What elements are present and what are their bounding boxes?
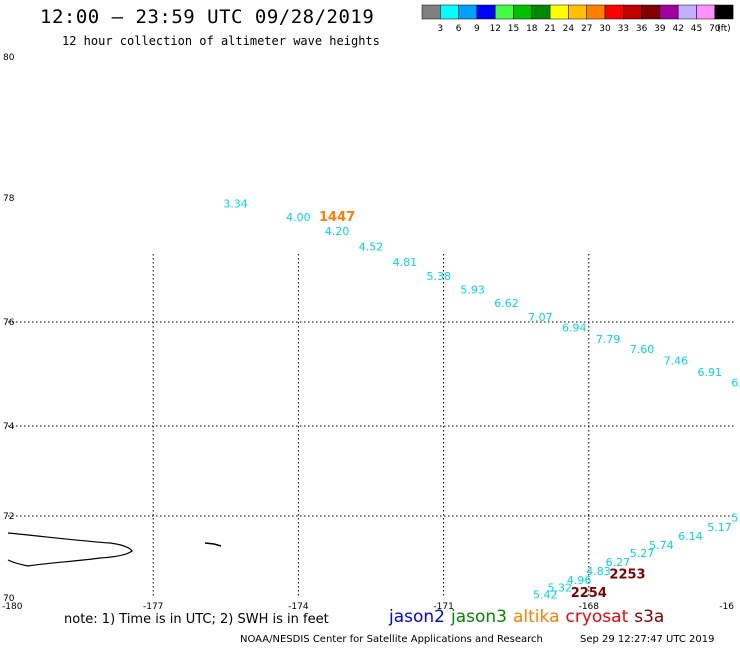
satellite-legend: jason2 jason3 altika cryosat s3a <box>389 607 670 627</box>
wave-height-label: 5.93 <box>460 283 485 296</box>
footer-note: note: 1) Time is in UTC; 2) SWH is in fe… <box>64 612 329 627</box>
wave-height-label: 4.81 <box>393 256 418 269</box>
colorbar-tick-label: 12 <box>489 24 500 34</box>
lon-tick-label: -171 <box>433 602 453 612</box>
colorbar-tick-label: 42 <box>672 24 683 34</box>
colorbar-tick-label: 45 <box>691 24 702 34</box>
colorbar-tick-label: 33 <box>618 24 629 34</box>
colorbar-tick-label: 27 <box>581 24 592 34</box>
colorbar-tick-label: 9 <box>474 24 480 34</box>
lon-tick-label: -16 <box>719 602 734 612</box>
satellite-legend-cryosat: cryosat <box>565 607 629 627</box>
colorbar-swatch <box>714 4 734 20</box>
wave-height-label: 4.00 <box>286 211 311 224</box>
coastline <box>7 532 222 567</box>
colorbar-tick-label: 24 <box>563 24 575 34</box>
wave-height-label: 6.62 <box>494 297 519 310</box>
wave-height-label: 5.44 <box>731 512 740 525</box>
coastline-landmass <box>7 532 133 567</box>
wave-height-label: 4.83 <box>586 565 611 578</box>
wave-height-label: 4.96 <box>567 574 592 587</box>
satellite-legend-s3a: s3a <box>634 607 665 627</box>
wave-height-label: 7.60 <box>630 343 655 356</box>
wave-height-label: 6.27 <box>606 556 631 569</box>
satellite-legend-jason3: jason3 <box>451 607 507 627</box>
lat-tick-label: 74 <box>3 422 15 432</box>
axis-ticks: -180 -177 -174 -171 -168 -16 80 78 76 74 72 70 <box>2 53 734 612</box>
wave-height-label: 4.20 <box>325 225 350 238</box>
colorbar-tick-label: 70 <box>709 24 721 34</box>
chart-subtitle: 12 hour collection of altimeter wave hei… <box>62 34 380 48</box>
wave-height-label: 6.94 <box>562 321 587 334</box>
colorbar-tick-label: 36 <box>636 24 648 34</box>
generation-timestamp: Sep 29 12:27:47 UTC 2019 <box>580 634 715 645</box>
lon-tick-label: -174 <box>288 602 309 612</box>
coastline-island <box>204 542 222 547</box>
wave-height-label: 6.60 <box>731 376 740 389</box>
lat-tick-label: 80 <box>3 53 15 63</box>
colorbar-tick-label: 15 <box>508 24 519 34</box>
wave-height-label: 5.38 <box>427 270 452 283</box>
colorbar-tick-label: 30 <box>599 24 611 34</box>
credit-text: NOAA/NESDIS Center for Satellite Applica… <box>240 634 543 645</box>
pass-time-label: 2254 <box>571 586 607 601</box>
lat-tick-label: 76 <box>3 318 15 328</box>
wave-height-label: 3.34 <box>223 197 248 210</box>
satellite-legend-jason2: jason2 <box>389 607 445 627</box>
wave-height-label: 6.14 <box>678 530 703 543</box>
lat-tick-label: 70 <box>3 594 15 604</box>
pass-time-label: 2253 <box>609 567 645 582</box>
lon-tick-label: -177 <box>143 602 163 612</box>
lon-tick-label: -180 <box>2 602 23 612</box>
wave-height-label: 5.42 <box>533 588 558 601</box>
wave-height-label: 5.27 <box>630 547 655 560</box>
color-legend: 3 6 9 12 15 18 21 24 27 30 33 36 39 42 45 70(ft) <box>421 4 734 34</box>
chart-title: 12:00 – 23:59 UTC 09/28/2019 <box>40 6 375 28</box>
colorbar-tick-label: 18 <box>526 24 538 34</box>
wave-height-label: 4.52 <box>359 241 384 254</box>
wave-height-label: 6.91 <box>698 366 723 379</box>
colorbar-tick-label: 6 <box>456 24 462 34</box>
colorbar-tick-label: 21 <box>544 24 555 34</box>
satellite-legend-altika: altika <box>513 607 560 627</box>
map-grid <box>8 254 734 598</box>
wave-observations: 3.34 4.00 4.20 4.52 4.81 5.38 5.93 6.62 7.07 6.94… <box>223 197 740 601</box>
lon-tick-label: -168 <box>579 602 600 612</box>
colorbar-tick-label: 3 <box>437 24 443 34</box>
lat-tick-label: 78 <box>3 194 15 204</box>
wave-height-label: 5.74 <box>649 539 674 552</box>
wave-height-label: 7.07 <box>528 311 553 324</box>
wave-height-label: 7.79 <box>596 333 621 346</box>
colorbar-unit: (ft) <box>717 24 731 34</box>
wave-height-label: 5.32 <box>548 581 573 594</box>
wave-height-label: 5.17 <box>707 521 732 534</box>
pass-time-label: 1447 <box>319 210 355 225</box>
colorbar-tick-label: 39 <box>654 24 666 34</box>
lat-tick-label: 72 <box>3 512 14 522</box>
wave-height-label: 7.46 <box>664 355 689 368</box>
